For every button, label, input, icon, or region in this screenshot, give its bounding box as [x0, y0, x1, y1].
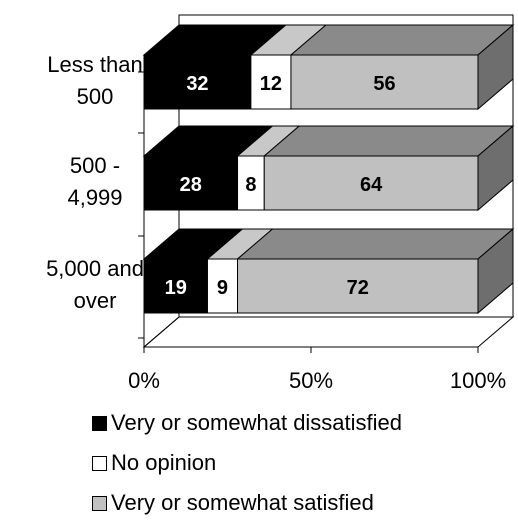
- y-tick-label: Less than: [47, 52, 142, 77]
- data-label-2-1: 9: [217, 277, 228, 299]
- data-label-0-0: 32: [186, 73, 208, 95]
- legend-swatch-no-opinion: [92, 455, 107, 471]
- bar-2-0: [143, 258, 208, 314]
- y-tick-label: 500 -: [70, 153, 120, 178]
- x-tick-label: 50%: [289, 368, 333, 393]
- bar-0-2: [290, 54, 479, 110]
- data-label-2-2: 72: [347, 277, 369, 299]
- legend-item-dissatisfied: Very or somewhat dissatisfied: [92, 403, 402, 443]
- bar-1-0: [143, 155, 239, 211]
- data-label-1-0: 28: [180, 174, 202, 196]
- chart-labels: 32 12 56 Less than 500 28 8 64 500 - 4,999 19 9 72 5,…: [46, 52, 506, 393]
- x-tick-label: 0%: [128, 368, 160, 393]
- bar-0-1: [250, 54, 292, 110]
- chart-legend: Very or somewhat dissatisfied No opinion…: [92, 403, 402, 523]
- bar-top-0-2: [289, 24, 515, 56]
- legend-item-satisfied: Very or somewhat satisfied: [92, 483, 402, 523]
- bar-2-2: [237, 258, 479, 314]
- bar-1-2: [263, 155, 479, 211]
- floor: [142, 316, 515, 348]
- chart-axes: [138, 71, 479, 353]
- legend-label-satisfied: Very or somewhat satisfied: [111, 490, 374, 515]
- y-tick-label: 500: [77, 84, 114, 109]
- legend-label-no-opinion: No opinion: [111, 450, 217, 475]
- data-label-1-1: 8: [245, 174, 256, 196]
- x-tick-label: 100%: [450, 368, 506, 393]
- bar-top-2-2: [236, 228, 515, 260]
- chart-bars: [142, 23, 515, 315]
- y-tick-label: over: [74, 288, 117, 313]
- bar-2-1: [206, 258, 239, 314]
- y-tick-label: 4,999: [67, 185, 122, 210]
- data-label-0-2: 56: [373, 73, 395, 95]
- data-label-2-0: 19: [165, 277, 187, 299]
- stacked-bar-chart: 32 12 56 Less than 500 28 8 64 500 - 4,999 19 9 72 5,…: [46, 14, 515, 393]
- data-label-1-2: 64: [360, 174, 383, 196]
- data-label-0-1: 12: [260, 73, 282, 95]
- legend-swatch-dissatisfied: [92, 415, 107, 431]
- legend-swatch-satisfied: [92, 495, 107, 511]
- bar-1-1: [237, 155, 265, 211]
- legend-item-no-opinion: No opinion: [92, 443, 402, 483]
- y-tick-label: 5,000 and: [46, 256, 144, 281]
- legend-label-dissatisfied: Very or somewhat dissatisfied: [111, 410, 403, 435]
- bar-top-1-2: [262, 125, 515, 157]
